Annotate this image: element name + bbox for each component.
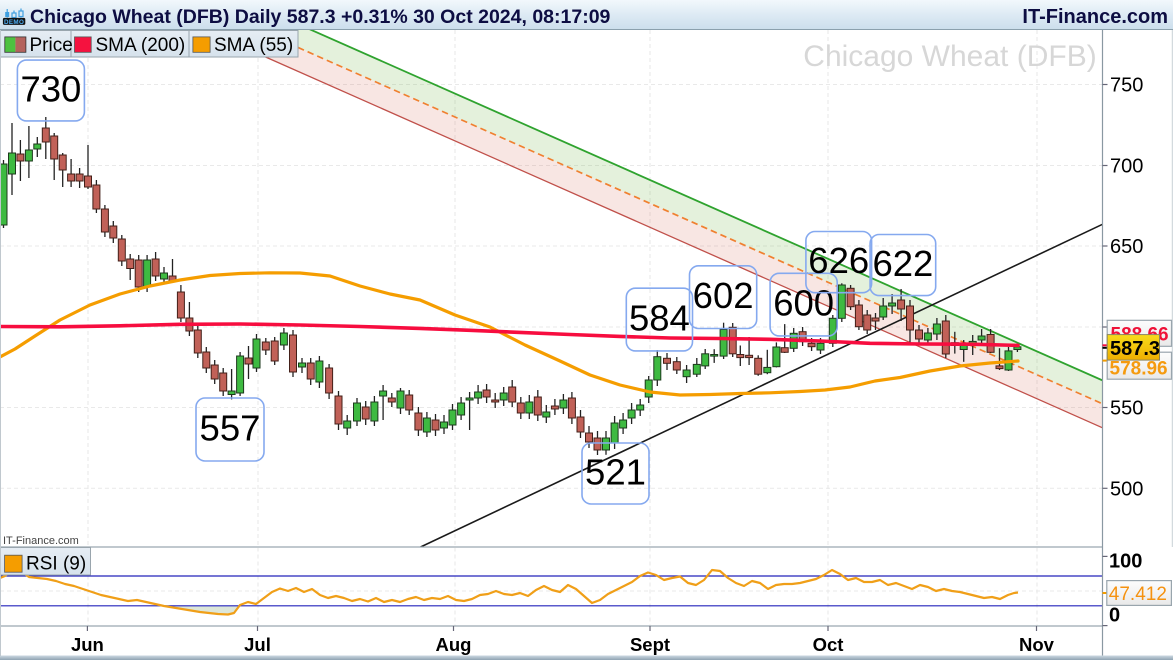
svg-text:RSI (9): RSI (9) xyxy=(26,554,86,575)
svg-text:47.412: 47.412 xyxy=(1109,584,1167,605)
svg-text:750: 750 xyxy=(1110,75,1143,97)
svg-text:SMA (55): SMA (55) xyxy=(214,35,293,56)
svg-text:Aug: Aug xyxy=(436,634,472,655)
svg-text:Jun: Jun xyxy=(71,634,104,655)
svg-text:IT-Finance.com: IT-Finance.com xyxy=(1022,6,1168,28)
svg-text:100: 100 xyxy=(1109,551,1142,573)
svg-text:550: 550 xyxy=(1110,398,1143,420)
svg-text:DEMO: DEMO xyxy=(4,19,24,26)
svg-text:730: 730 xyxy=(20,69,81,110)
svg-text:Chicago Wheat (DFB) Daily 587.: Chicago Wheat (DFB) Daily 587.3 +0.31% 3… xyxy=(30,6,611,28)
svg-text:SMA (200): SMA (200) xyxy=(96,35,186,56)
svg-text:Oct: Oct xyxy=(813,634,844,655)
svg-text:602: 602 xyxy=(693,275,754,316)
svg-text:Price: Price xyxy=(30,35,73,56)
svg-text:Chicago Wheat (DFB): Chicago Wheat (DFB) xyxy=(803,40,1096,73)
svg-text:626: 626 xyxy=(808,240,869,281)
svg-text:557: 557 xyxy=(200,408,261,449)
svg-text:584: 584 xyxy=(629,298,690,339)
svg-text:Sept: Sept xyxy=(630,634,670,655)
svg-text:622: 622 xyxy=(872,243,933,284)
svg-text:Jul: Jul xyxy=(244,634,271,655)
svg-text:0: 0 xyxy=(1109,605,1120,627)
svg-text:578.96: 578.96 xyxy=(1110,359,1168,380)
svg-text:IT-Finance.com: IT-Finance.com xyxy=(3,535,79,547)
svg-text:500: 500 xyxy=(1110,478,1143,500)
svg-text:650: 650 xyxy=(1110,236,1143,258)
svg-text:587.3: 587.3 xyxy=(1110,338,1160,360)
svg-text:521: 521 xyxy=(585,452,646,493)
svg-text:Nov: Nov xyxy=(1019,634,1055,655)
svg-text:600: 600 xyxy=(773,283,834,324)
svg-text:700: 700 xyxy=(1110,156,1143,178)
